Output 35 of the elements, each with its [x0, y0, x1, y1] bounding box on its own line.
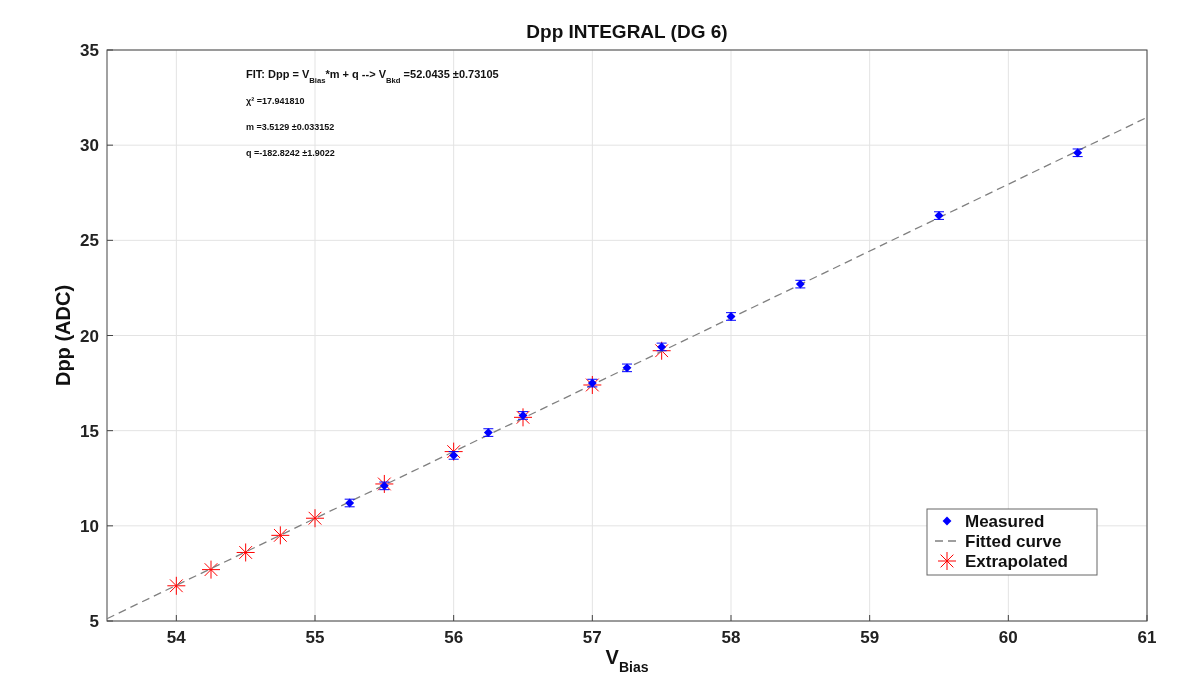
point: [270, 525, 290, 545]
y-tick-label: 20: [80, 326, 99, 346]
y-tick-label: 30: [80, 136, 99, 156]
y-tick-label: 15: [80, 421, 99, 441]
point: [166, 576, 186, 596]
annotation: χ² =17.941810: [246, 96, 305, 106]
y-tick-label: 10: [80, 516, 99, 536]
point: [236, 542, 256, 562]
annotation: m =3.5129 ±0.033152: [246, 122, 335, 132]
y-tick-label: 5: [89, 612, 99, 631]
legend-label: Fitted curve: [965, 532, 1062, 551]
x-tick-label: 54: [166, 628, 187, 647]
legend-label: Extrapolated: [965, 552, 1068, 571]
x-axis-title: V$_{Bias}$: [605, 646, 649, 675]
point: [513, 407, 533, 427]
y-tick-label: 25: [80, 231, 99, 251]
point: [201, 560, 221, 580]
point: [305, 508, 325, 528]
annotation: q =-182.8242 ±1.9022: [246, 148, 335, 158]
x-tick-label: 59: [860, 628, 880, 647]
x-tick-label: 60: [998, 628, 1018, 647]
point: [582, 375, 602, 395]
x-tick-label: 55: [305, 628, 325, 647]
x-tick-label: 61: [1137, 628, 1157, 647]
x-tick-label: 58: [721, 628, 741, 647]
annotation: FIT: Dpp = V$_{Bias}$*m + q --> V$_{Bkd}$ =52.0435 ±0.73105: [246, 68, 499, 85]
point: [652, 341, 672, 361]
y-axis-title: Dpp (ADC): [52, 284, 74, 387]
chart-title: Dpp INTEGRAL (DG 6): [526, 21, 728, 42]
legend-label: Measured: [965, 512, 1045, 531]
point: [374, 474, 394, 494]
y-tick-label: 35: [80, 41, 99, 60]
x-tick-label: 56: [444, 628, 464, 647]
x-tick-label: 57: [582, 628, 602, 647]
point: [444, 442, 464, 462]
